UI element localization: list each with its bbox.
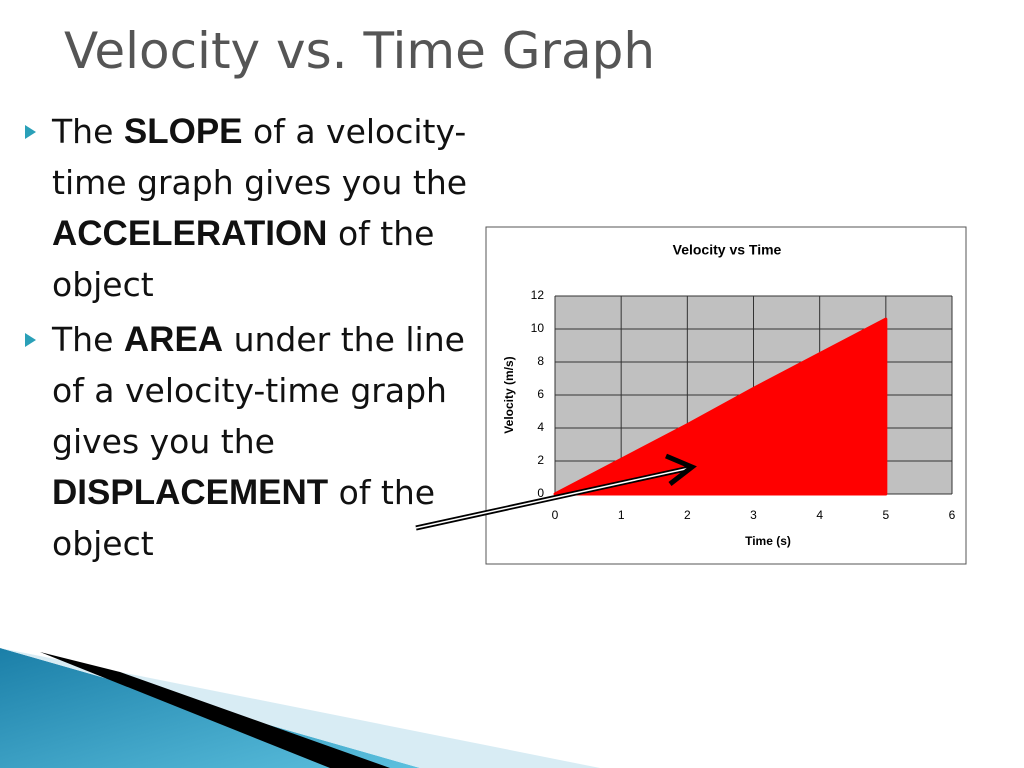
slide-title: Velocity vs. Time Graph: [64, 22, 656, 80]
x-tick-label: 4: [816, 508, 823, 522]
y-tick-label: 12: [531, 288, 545, 302]
bold-text: DISPLACEMENT: [52, 473, 329, 512]
bullet-list: The SLOPE of a velocity-time graph gives…: [25, 106, 472, 573]
x-tick-label: 6: [949, 508, 956, 522]
bold-text: ACCELERATION: [52, 214, 328, 253]
x-tick-label: 0: [552, 508, 559, 522]
y-tick-label: 10: [531, 321, 545, 335]
bold-text: AREA: [123, 320, 224, 359]
x-tick-label: 1: [618, 508, 625, 522]
chart-title: Velocity vs Time: [673, 242, 782, 258]
bold-text: SLOPE: [123, 112, 243, 151]
y-tick-label: 0: [537, 486, 544, 500]
text: The: [52, 320, 114, 359]
area: [553, 317, 888, 496]
text: under the line of a velocity-time graph …: [52, 320, 465, 461]
text: of a velocity-time graph gives you the: [52, 112, 468, 202]
bullet: The AREA under the line of a velocity-ti…: [25, 314, 472, 569]
text: of the object: [52, 214, 435, 304]
x-axis-label: Time (s): [745, 534, 791, 548]
y-tick-label: 6: [537, 387, 544, 401]
light-wedge: [0, 648, 600, 768]
x-tick-label: 5: [882, 508, 889, 522]
y-axis-label: Velocity (m/s): [502, 356, 516, 433]
x-tick-label: 3: [750, 508, 757, 522]
bullet: The SLOPE of a velocity-time graph gives…: [25, 106, 472, 310]
arrow-highlight: [415, 467, 691, 529]
y-tick-label: 8: [537, 354, 544, 368]
y-tick-label: 2: [537, 453, 544, 467]
black-stripe: [40, 652, 390, 768]
text: of the object: [52, 473, 436, 563]
text: The: [52, 112, 114, 151]
arrow-head: [665, 453, 697, 486]
x-tick-label: 2: [684, 508, 691, 522]
y-tick-label: 4: [537, 420, 544, 434]
